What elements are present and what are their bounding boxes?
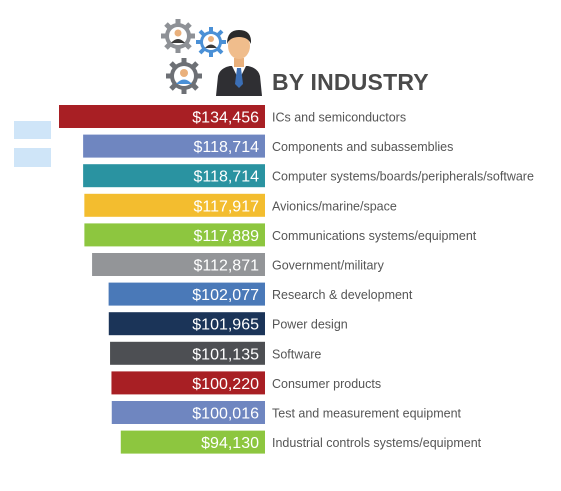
category-label: Computer systems/boards/peripherals/soft… — [272, 170, 534, 184]
bar — [84, 223, 265, 247]
bar — [111, 371, 265, 395]
business-gears-illustration — [161, 19, 262, 96]
bar — [84, 193, 266, 217]
bar-value-label: $117,889 — [193, 228, 259, 245]
category-label: ICs and semiconductors — [272, 111, 406, 125]
bar-value-label: $118,714 — [193, 139, 259, 156]
category-label: Consumer products — [272, 377, 381, 391]
bar — [92, 253, 265, 276]
category-label: Research & development — [272, 288, 413, 302]
person-icon — [171, 29, 185, 43]
category-label: Test and measurement equipment — [272, 407, 462, 421]
bar — [110, 341, 266, 365]
bar-value-label: $112,871 — [193, 258, 259, 275]
bar — [59, 105, 265, 128]
bar-value-label: $102,077 — [192, 287, 259, 304]
bar-value-label: $94,130 — [201, 435, 259, 452]
highlight-block — [14, 148, 51, 167]
bar — [120, 430, 266, 454]
category-label: Government/military — [272, 259, 385, 273]
category-label: Power design — [272, 318, 348, 332]
chart-title: BY INDUSTRY — [272, 69, 429, 95]
bar — [111, 401, 266, 424]
category-label: Components and subassemblies — [272, 140, 453, 154]
bar-value-label: $100,016 — [192, 406, 259, 423]
bar-value-label: $101,965 — [192, 317, 259, 334]
person-icon — [176, 69, 192, 84]
category-label: Communications systems/equipment — [272, 229, 477, 243]
bar-value-label: $101,135 — [192, 346, 259, 363]
businessman-icon — [216, 30, 262, 96]
category-label: Software — [272, 347, 321, 361]
bar-value-label: $100,220 — [192, 376, 259, 393]
bar-value-label: $117,917 — [193, 198, 259, 215]
highlight-block — [14, 121, 51, 139]
person-icon — [205, 36, 217, 48]
bar — [83, 164, 265, 188]
bar — [108, 312, 265, 336]
bar — [83, 134, 265, 158]
category-label: Avionics/marine/space — [272, 199, 397, 213]
bar — [108, 282, 266, 306]
bar-value-label: $118,714 — [193, 169, 259, 186]
bar-value-label: $134,456 — [192, 110, 259, 127]
category-label: Industrial controls systems/equipment — [272, 436, 482, 450]
